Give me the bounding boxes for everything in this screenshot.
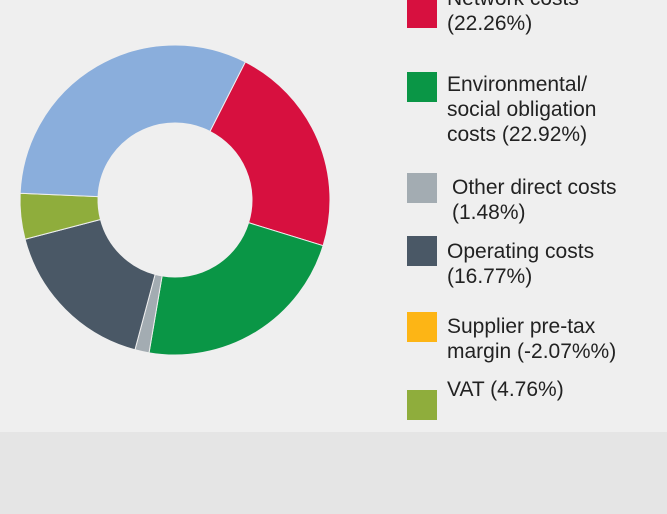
- slice: [148, 222, 324, 356]
- legend-swatch: [407, 173, 437, 203]
- legend-label: Operating costs (16.77%): [447, 240, 595, 288]
- slice: [209, 61, 331, 247]
- legend-swatch: [407, 72, 437, 102]
- slice: [24, 218, 156, 351]
- legend-swatch: [407, 312, 437, 342]
- legend-label: Environmental/ social obligation costs (…: [447, 73, 597, 146]
- footer-band: [0, 432, 667, 514]
- donut: [19, 44, 331, 356]
- legend-label: Network costs (22.26%): [447, 0, 579, 35]
- legend-label: Other direct costs (1.48%): [452, 176, 617, 224]
- legend-label: Supplier pre-tax margin (-2.07%%): [447, 315, 617, 363]
- legend-swatch: [407, 0, 437, 28]
- legend-label: VAT (4.76%): [447, 378, 564, 401]
- slice: [19, 44, 247, 198]
- legend-swatch: [407, 236, 437, 266]
- legend-swatch: [407, 390, 437, 420]
